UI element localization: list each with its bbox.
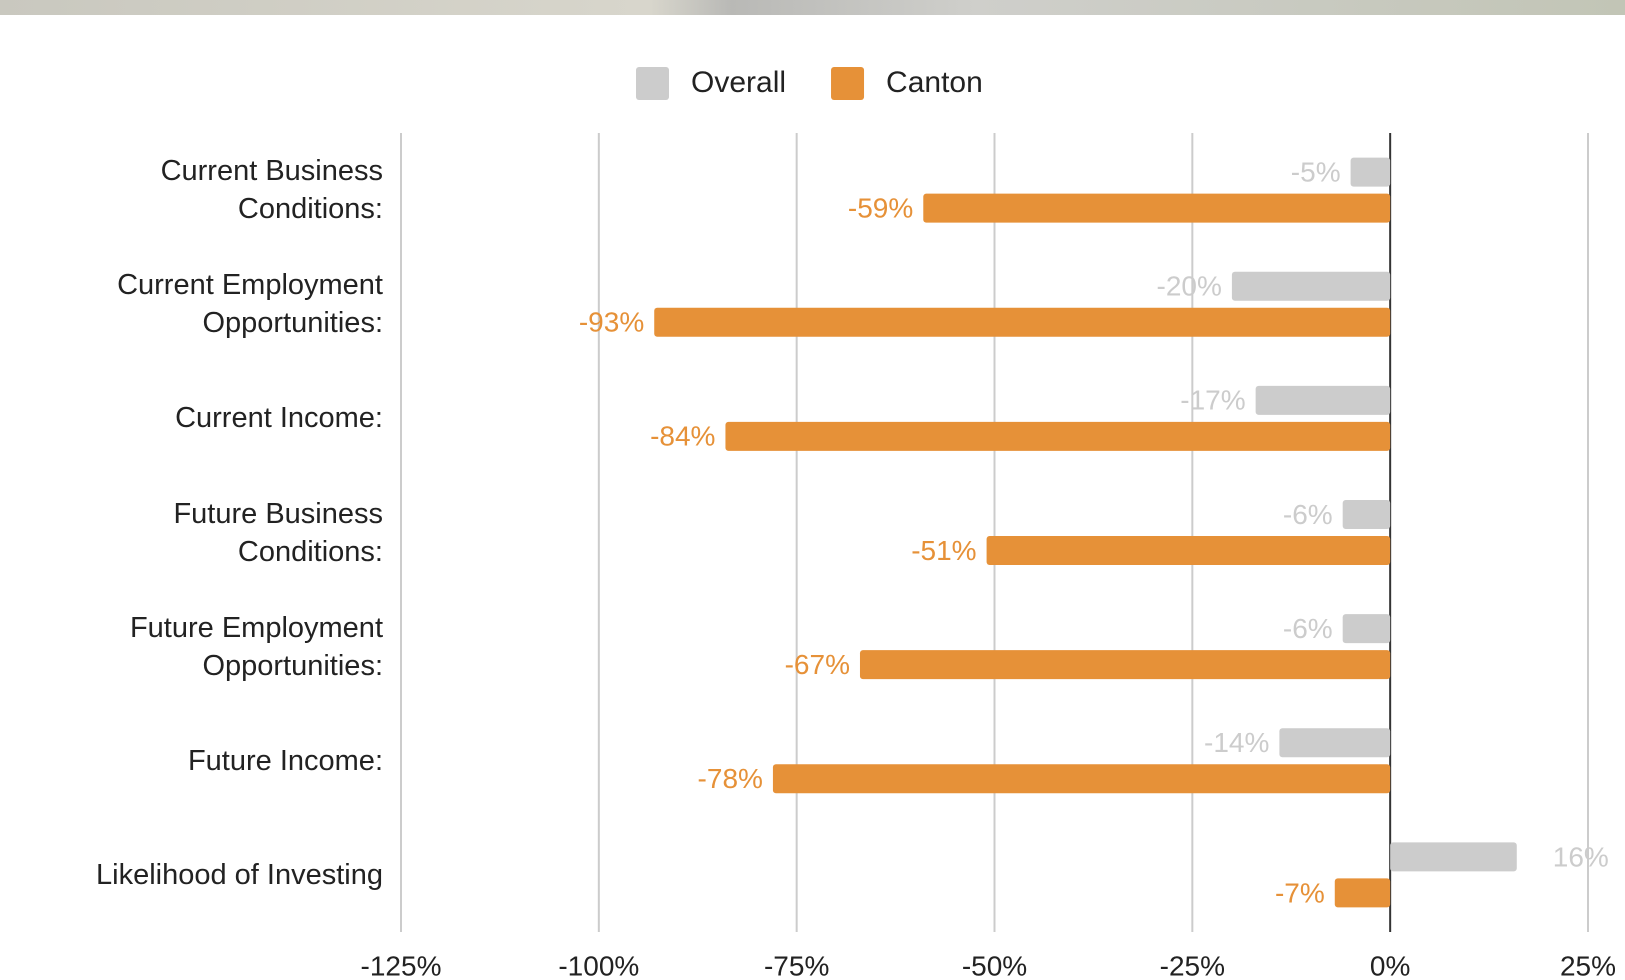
value-label: -6% (1283, 613, 1333, 644)
value-label: -14% (1204, 727, 1269, 758)
legend-label: Overall (691, 66, 786, 99)
value-label: -20% (1157, 271, 1222, 302)
banner-image (0, 0, 1625, 15)
category-label: Future Employment Opportunities: (129, 611, 383, 682)
bar (986, 536, 1391, 565)
x-tick-label: -125% (361, 950, 442, 980)
category-label: Future Income: (187, 744, 383, 777)
value-label: -84% (650, 421, 715, 452)
bar (725, 421, 1391, 451)
bar (1342, 500, 1391, 529)
bar (859, 650, 1391, 680)
bar (1279, 728, 1391, 758)
x-tick-label: -75% (764, 950, 829, 980)
value-label: -5% (1291, 156, 1341, 187)
legend-swatch (831, 67, 865, 100)
bar (1231, 271, 1391, 301)
value-label: -78% (698, 763, 763, 794)
legend-swatch (636, 67, 669, 100)
bar (1390, 842, 1517, 872)
bar (1334, 878, 1391, 908)
category-label: Likelihood of Investing (96, 858, 383, 891)
x-tick-label: 25% (1560, 950, 1616, 980)
bar (772, 764, 1391, 794)
bar (923, 193, 1391, 223)
value-label: -17% (1180, 385, 1245, 416)
value-label: -59% (848, 192, 913, 223)
bar (654, 307, 1391, 337)
x-tick-label: 0% (1370, 950, 1410, 980)
x-tick-label: -50% (962, 950, 1027, 980)
value-label: 16% (1553, 841, 1609, 872)
category-label: Current Income: (175, 402, 383, 435)
value-label: -67% (785, 649, 850, 680)
x-tick-label: -25% (1160, 950, 1225, 980)
category-label: Current Employment Opportunities: (117, 269, 383, 340)
category-label: Current Business Conditions: (160, 155, 383, 226)
value-label: -6% (1283, 499, 1333, 530)
bar (1350, 157, 1391, 187)
x-tick-label: -100% (558, 950, 639, 980)
value-label: -93% (579, 307, 644, 338)
bar (1255, 385, 1391, 415)
value-label: -7% (1275, 877, 1325, 908)
bar (1342, 614, 1391, 644)
category-label: Future Business Conditions: (173, 497, 383, 568)
value-label: -51% (911, 535, 976, 566)
legend-label: Canton (886, 66, 983, 99)
